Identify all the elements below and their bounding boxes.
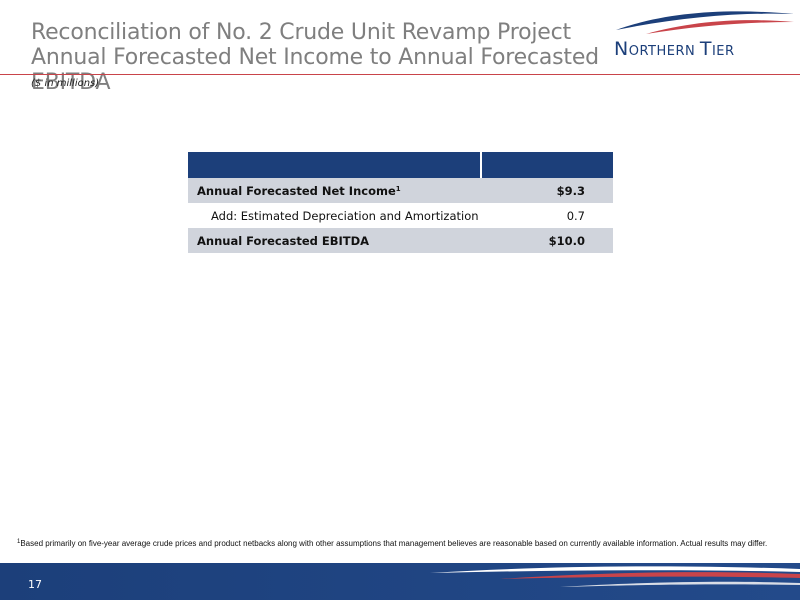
logo-wordmark: NORTHERN TIER: [614, 38, 735, 60]
net-income-value: $9.3: [481, 178, 613, 203]
depreciation-value: 0.7: [566, 208, 585, 223]
footnote: 1Based primarily on five-year average cr…: [17, 539, 768, 548]
footer-banner: [0, 563, 800, 600]
reconciliation-table: Annual Forecasted Net Income1 $9.3 Add: …: [188, 152, 613, 253]
depreciation-label: Add: Estimated Depreciation and Amortiza…: [211, 208, 479, 223]
table-row-net-income: Annual Forecasted Net Income1 $9.3: [188, 178, 613, 203]
page-title: Reconciliation of No. 2 Crude Unit Revam…: [31, 20, 599, 95]
logo-swoosh-icon: [616, 11, 794, 34]
units-note: ($ in millions): [31, 78, 100, 89]
table-header-value-cell: [480, 152, 613, 178]
net-income-label: Annual Forecasted Net Income1: [188, 178, 481, 203]
table-row-ebitda: Annual Forecasted EBITDA $10.0: [188, 228, 613, 253]
ebitda-value: $10.0: [481, 228, 613, 253]
title-divider: [0, 74, 800, 75]
ebitda-label: Annual Forecasted EBITDA: [188, 228, 481, 253]
company-logo: NORTHERN TIER: [606, 8, 796, 64]
table-row-depreciation: Add: Estimated Depreciation and Amortiza…: [188, 203, 613, 228]
table-header-label-cell: [188, 152, 481, 178]
page-number: 17: [28, 578, 42, 591]
table-header-row: [188, 152, 613, 178]
